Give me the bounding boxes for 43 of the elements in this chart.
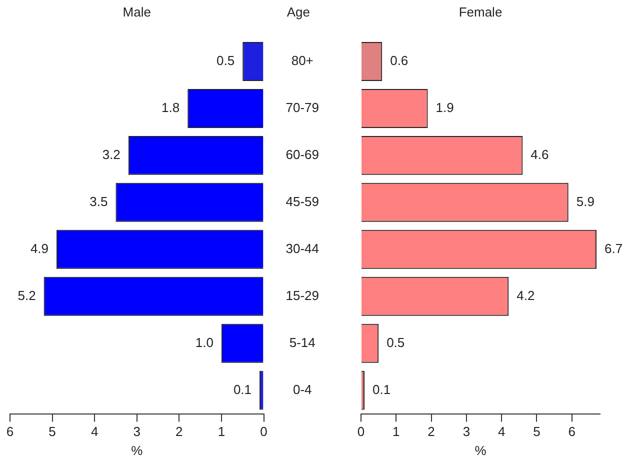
y-tick-label: 80+ — [291, 53, 314, 68]
data-label: 1.9 — [436, 100, 454, 116]
y-tick-label: 15-29 — [286, 288, 319, 303]
y-tick-label: 60-69 — [286, 147, 319, 162]
x-tick-label: 5 — [533, 424, 540, 440]
x-tick-label: 6 — [6, 424, 14, 440]
data-label: 0.1 — [233, 382, 252, 397]
x-tick-label: 4 — [90, 424, 98, 440]
x-tick-label: 1 — [218, 424, 226, 440]
x-tick-label: 0 — [260, 424, 268, 440]
x-tick-label: 3 — [462, 424, 470, 440]
x-tick-label: 0 — [357, 424, 365, 440]
x-tick-label: 6 — [568, 424, 576, 440]
x-tick-label: 3 — [133, 424, 140, 440]
data-label: 1.8 — [162, 100, 180, 116]
x-axis-title: % — [474, 442, 487, 458]
y-tick-label: 70-79 — [286, 100, 319, 116]
x-tick-label: 1 — [392, 424, 400, 440]
data-label: 0.1 — [372, 382, 391, 397]
data-label: 4.6 — [530, 147, 549, 162]
data-label: 6.7 — [604, 240, 623, 256]
data-label: 1.0 — [195, 334, 214, 350]
data-label: 5.9 — [576, 194, 594, 209]
data-label: 5.2 — [18, 288, 36, 303]
data-label: 0.5 — [216, 53, 235, 68]
x-axis-title: % — [131, 442, 144, 458]
data-label: 3.2 — [102, 147, 120, 162]
data-label: 4.2 — [516, 288, 535, 303]
y-tick-label: 45-59 — [286, 194, 319, 209]
x-tick-label: 2 — [176, 424, 183, 440]
y-tick-label: 30-44 — [286, 240, 319, 256]
x-tick-label: 5 — [48, 424, 56, 440]
y-tick-label: 5-14 — [289, 334, 316, 350]
chart-title: Female — [458, 4, 502, 20]
data-label: 3.5 — [90, 194, 108, 209]
data-label: 4.9 — [30, 240, 49, 256]
y-tick-label: 0-4 — [292, 382, 312, 397]
data-label: 0.6 — [390, 53, 408, 68]
x-tick-label: 2 — [428, 424, 435, 440]
y-axis-title: Age — [286, 4, 310, 20]
data-label: 0.5 — [386, 334, 405, 350]
chart-title: Male — [122, 4, 151, 20]
x-tick-label: 4 — [498, 424, 506, 440]
